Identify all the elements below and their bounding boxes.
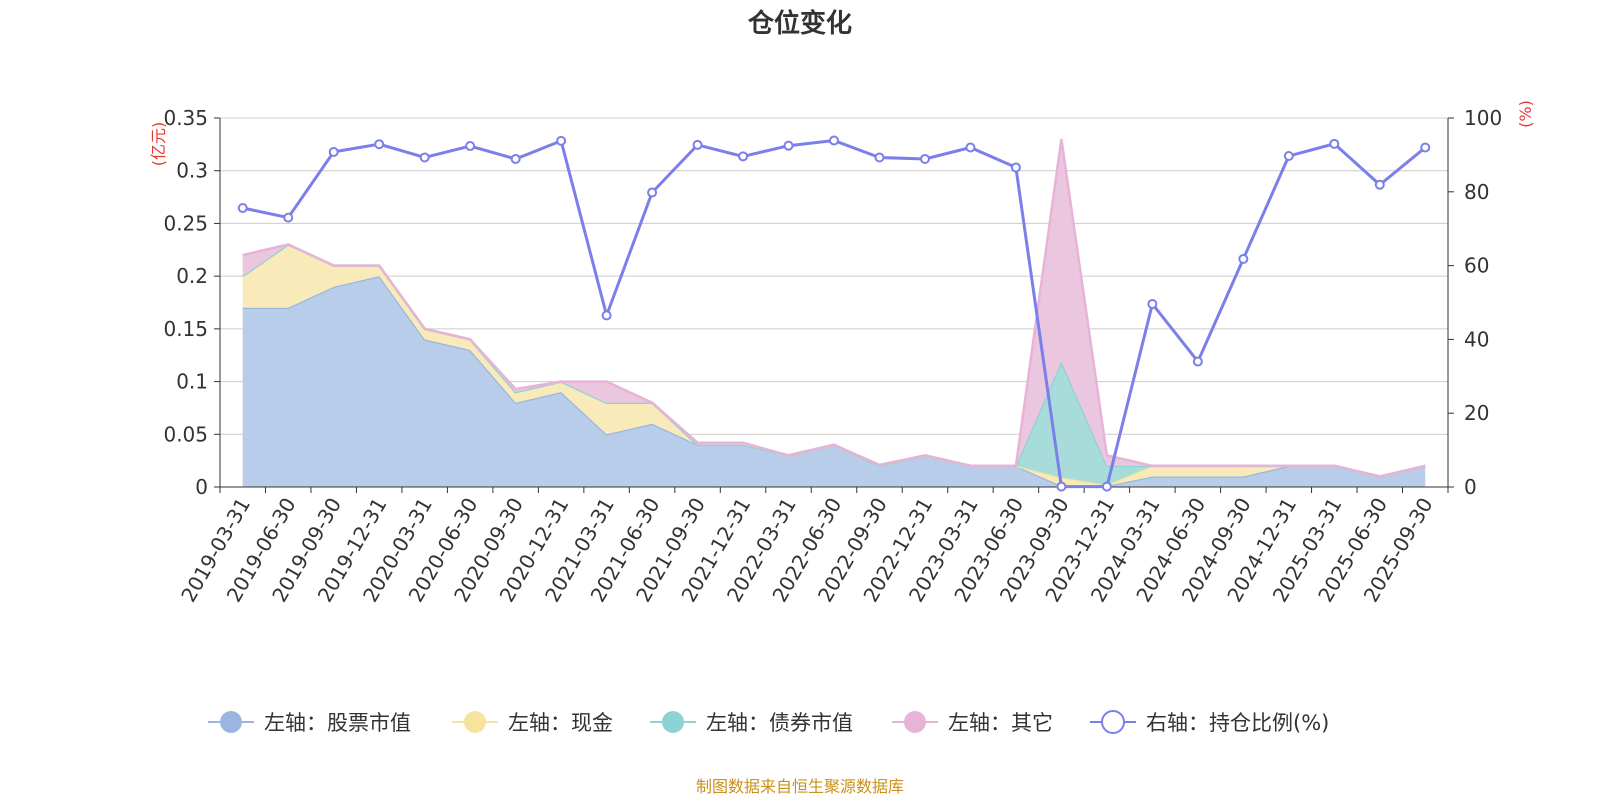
position-ratio-point [374,139,385,150]
right-tick-label: 100 [1464,106,1502,130]
position-ratio-point [1374,179,1385,190]
position-ratio-point [1056,481,1067,492]
legend-item: 右轴：持仓比例(%) [1090,710,1329,735]
left-tick-label: 0.2 [176,264,208,288]
position-ratio-point [738,151,749,162]
area-edge-line [242,138,1426,478]
position-ratio-point [556,135,567,146]
line-layer [237,135,1431,492]
chart-title: 仓位变化 [747,8,852,39]
left-tick-label: 0.25 [163,211,208,235]
position-ratio-point [1420,142,1431,153]
left-axis-unit: (亿元) [149,122,168,167]
position-ratio-point [783,140,794,151]
right-tick-label: 60 [1464,254,1489,278]
position-ratio-point [510,153,521,164]
position-ratio-point [283,212,294,223]
position-ratio-point [328,146,339,157]
position-ratio-point [965,142,976,153]
area-fill [242,244,1426,486]
position-ratio-point [601,310,612,321]
position-ratio-point [465,141,476,152]
left-tick-label: 0.1 [176,370,208,394]
left-tick-label: 0 [195,475,208,499]
data-source-note: 制图数据来自恒生聚源数据库 [696,777,904,796]
position-ratio-point [237,203,248,214]
legend-item: 左轴：其它 [892,711,1053,735]
left-tick-label: 0.05 [163,422,208,446]
legend-label: 右轴：持仓比例(%) [1146,711,1329,735]
position-ratio-point [692,139,703,150]
position-ratio-point [829,135,839,146]
legend-label: 左轴：债券市值 [706,711,853,735]
position-ratio-point [647,187,658,198]
position-ratio-point [1192,356,1203,367]
area-layer [241,138,1426,488]
legend-item: 左轴：债券市值 [650,711,853,735]
position-ratio-point [874,152,885,163]
right-axis-unit: (%) [1516,100,1535,128]
position-ratio-point [1238,253,1249,264]
right-tick-label: 40 [1464,327,1489,351]
right-tick-label: 0 [1464,475,1477,499]
area-fill [242,276,1426,487]
legend-item: 左轴：股票市值 [208,711,411,735]
left-tick-label: 0.15 [163,317,208,341]
legend-swatch-marker [662,711,684,733]
position-ratio-point [1329,138,1340,149]
left-tick-label: 0.3 [176,159,208,183]
legend-label: 左轴：现金 [508,711,613,735]
legend: 左轴：股票市值 左轴：现金 左轴：债券市值 左轴：其它 右轴：持仓比例(%) [208,710,1329,735]
legend-swatch-marker [464,711,486,733]
legend-label: 左轴：其它 [948,711,1053,735]
position-ratio-point [1147,298,1158,309]
right-tick-label: 80 [1464,180,1489,204]
position-ratio-point [1010,162,1021,173]
position-ratio-point [919,153,930,164]
legend-item: 左轴：现金 [452,711,613,735]
position-ratio-point [419,152,430,163]
legend-swatch-marker [904,711,926,733]
position-ratio-point [1283,151,1294,162]
left-tick-label: 0.35 [163,106,208,130]
position-ratio-point [1101,481,1112,492]
legend-swatch-marker [220,711,242,733]
right-tick-label: 20 [1464,401,1489,425]
legend-label: 左轴：股票市值 [264,711,411,735]
legend-swatch-marker [1101,710,1125,734]
